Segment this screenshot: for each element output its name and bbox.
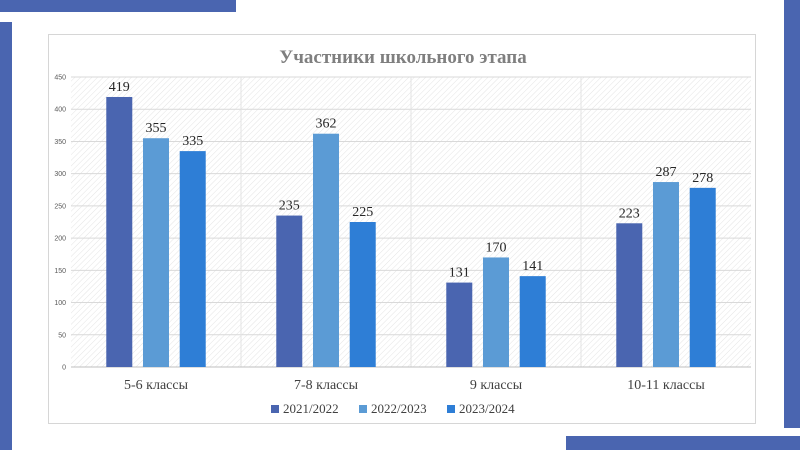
decorative-bottom-bar: [566, 436, 800, 450]
bar-3-0: [616, 223, 643, 367]
y-axis-ticks: 0 50 100 150 200 250 300 350 400 450: [54, 75, 66, 372]
legend-swatch-2: [447, 405, 455, 413]
bar-2-2: [519, 276, 546, 367]
bar-1-2: [349, 222, 376, 367]
y-tick-label-3: 150: [54, 268, 66, 275]
bars: [106, 96, 716, 367]
y-tick-label-9: 450: [54, 75, 66, 82]
legend-label-0: 2021/2022: [283, 401, 339, 416]
data-label-3-0: 223: [619, 206, 640, 221]
bar-0-1: [142, 138, 170, 367]
bar-1-1: [312, 133, 340, 367]
y-tick-label-5: 250: [54, 203, 66, 210]
data-label-2-0: 131: [449, 266, 470, 281]
bar-2-0: [446, 282, 473, 367]
y-tick-label-6: 300: [54, 171, 66, 178]
data-label-0-1: 355: [146, 121, 167, 136]
legend: 2021/2022 2022/2023 2023/2024: [271, 401, 515, 416]
data-label-3-2: 278: [692, 171, 713, 186]
y-tick-label-7: 350: [54, 139, 66, 146]
bar-chart: Участники школьного этапа 0 50 100 150 200 25…: [54, 47, 751, 416]
data-label-0-0: 419: [109, 80, 130, 95]
x-tick-label-3: 10-11 классы: [627, 378, 705, 393]
data-label-2-2: 141: [522, 259, 543, 274]
legend-swatch-1: [359, 405, 367, 413]
bar-3-2: [689, 187, 716, 367]
y-tick-label-8: 400: [54, 107, 66, 114]
legend-label-2: 2023/2024: [459, 401, 515, 416]
x-tick-label-1: 7-8 классы: [294, 378, 359, 393]
x-tick-label-2: 9 классы: [470, 378, 523, 393]
y-tick-label-0: 0: [62, 365, 66, 372]
data-label-1-0: 235: [279, 199, 300, 214]
y-tick-label-1: 50: [58, 332, 66, 339]
y-tick-label-4: 200: [54, 236, 66, 243]
decorative-right-bar: [784, 0, 800, 428]
bar-0-2: [179, 151, 206, 367]
bar-0-0: [106, 96, 133, 367]
data-labels: 419 355 335 235 362 225 131 170 141 223 287 278: [109, 80, 713, 281]
decorative-left-bar: [0, 22, 12, 450]
bar-1-0: [276, 215, 303, 367]
x-axis-ticks: 5-6 классы 7-8 классы 9 классы 10-11 классы: [124, 378, 705, 393]
bar-2-1: [482, 257, 510, 367]
chart-frame: Участники школьного этапа 0 50 100 150 200 25…: [48, 34, 756, 424]
data-label-0-2: 335: [182, 134, 203, 149]
data-label-3-1: 287: [656, 165, 677, 180]
decorative-top-bar: [0, 0, 236, 12]
legend-label-1: 2022/2023: [371, 401, 427, 416]
data-label-2-1: 170: [486, 240, 507, 255]
chart-title: Участники школьного этапа: [279, 47, 527, 68]
x-tick-label-0: 5-6 классы: [124, 378, 189, 393]
y-tick-label-2: 100: [54, 300, 66, 307]
bar-3-1: [652, 182, 680, 367]
legend-swatch-0: [271, 405, 279, 413]
data-label-1-2: 225: [352, 205, 373, 220]
data-label-1-1: 362: [316, 117, 337, 132]
